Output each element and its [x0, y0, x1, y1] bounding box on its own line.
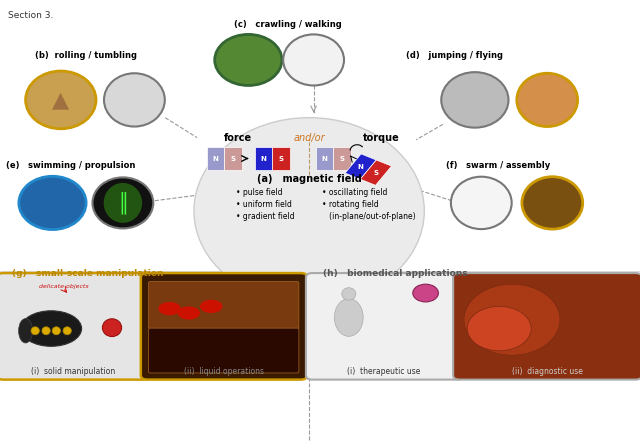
Ellipse shape [464, 284, 560, 355]
Ellipse shape [413, 284, 438, 302]
FancyBboxPatch shape [148, 328, 299, 373]
Ellipse shape [104, 73, 165, 127]
Text: (in-plane/out-of-plane): (in-plane/out-of-plane) [322, 212, 415, 221]
FancyBboxPatch shape [306, 273, 463, 380]
FancyBboxPatch shape [453, 273, 640, 380]
Bar [316, 147, 333, 170]
Text: force: force [224, 133, 252, 143]
Ellipse shape [102, 319, 122, 337]
Text: • rotating field: • rotating field [322, 200, 379, 209]
Text: ║: ║ [117, 192, 129, 214]
Text: S: S [374, 170, 378, 176]
FancyBboxPatch shape [148, 281, 299, 329]
Ellipse shape [52, 327, 60, 335]
Ellipse shape [19, 176, 86, 230]
FancyBboxPatch shape [0, 273, 149, 380]
Text: (c)   crawling / walking: (c) crawling / walking [234, 20, 341, 29]
Ellipse shape [92, 177, 154, 228]
Ellipse shape [517, 73, 578, 127]
Text: (a)   magnetic field: (a) magnetic field [257, 174, 362, 184]
Ellipse shape [200, 300, 223, 313]
Ellipse shape [26, 71, 96, 129]
Ellipse shape [451, 177, 512, 229]
Text: N: N [212, 155, 218, 162]
Text: (h)   biomedical applications: (h) biomedical applications [323, 269, 468, 278]
Text: Section 3.: Section 3. [8, 11, 53, 20]
FancyBboxPatch shape [141, 273, 307, 380]
Text: • oscillating field: • oscillating field [322, 188, 387, 197]
Bar [345, 154, 376, 179]
Text: • uniform field: • uniform field [236, 200, 291, 209]
Bar [333, 147, 351, 170]
Text: and/or: and/or [293, 133, 325, 143]
Ellipse shape [467, 306, 531, 351]
Text: N: N [358, 163, 364, 170]
Ellipse shape [104, 183, 142, 223]
Bar [207, 147, 225, 170]
Ellipse shape [19, 319, 33, 343]
Bar [273, 147, 290, 170]
Text: N: N [321, 155, 327, 162]
Ellipse shape [63, 327, 72, 335]
Ellipse shape [342, 288, 356, 300]
Bar [360, 160, 392, 185]
Text: delicate objects: delicate objects [39, 284, 89, 289]
Ellipse shape [31, 327, 40, 335]
Ellipse shape [284, 35, 344, 86]
Text: (ii)  liquid operations: (ii) liquid operations [184, 367, 264, 376]
Ellipse shape [194, 118, 424, 304]
Ellipse shape [178, 306, 200, 320]
Text: S: S [230, 155, 236, 162]
Text: • pulse field: • pulse field [236, 188, 282, 197]
Text: N: N [260, 155, 266, 162]
Text: (d)   jumping / flying: (d) jumping / flying [406, 51, 504, 60]
Text: (i)  therapeutic use: (i) therapeutic use [348, 367, 420, 376]
Text: ▲: ▲ [52, 90, 69, 110]
Text: (f)   swarm / assembly: (f) swarm / assembly [446, 161, 550, 170]
Bar [255, 147, 273, 170]
Ellipse shape [42, 327, 51, 335]
Ellipse shape [159, 302, 181, 315]
Text: S: S [278, 155, 284, 162]
Ellipse shape [21, 311, 82, 346]
Text: (ii)  diagnostic use: (ii) diagnostic use [513, 367, 583, 376]
Text: • gradient field: • gradient field [236, 212, 294, 221]
Text: (b)  rolling / tumbling: (b) rolling / tumbling [35, 51, 137, 60]
Text: (i)  solid manipulation: (i) solid manipulation [31, 367, 115, 376]
Ellipse shape [335, 298, 364, 337]
Ellipse shape [215, 35, 282, 86]
Ellipse shape [522, 177, 582, 229]
Text: S: S [339, 155, 344, 162]
Bar [225, 147, 242, 170]
Text: (g)   small-scale manipulation: (g) small-scale manipulation [12, 269, 163, 278]
Ellipse shape [442, 72, 509, 128]
Text: (e)   swimming / propulsion: (e) swimming / propulsion [6, 161, 136, 170]
Text: torque: torque [362, 133, 399, 143]
